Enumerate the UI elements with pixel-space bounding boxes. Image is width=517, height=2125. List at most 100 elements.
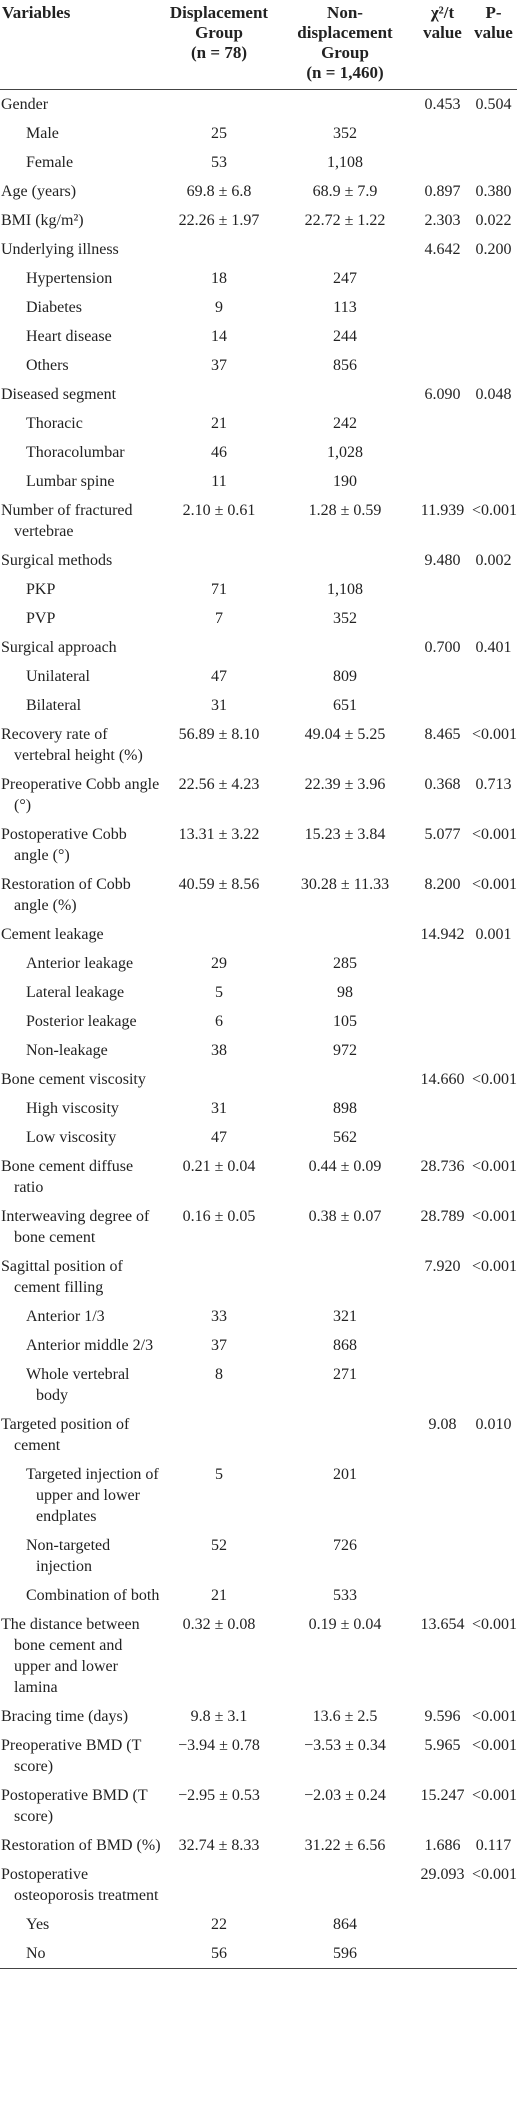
header-text: (n = 78)	[191, 43, 247, 62]
cell: −2.03 ± 0.24	[304, 1787, 386, 1804]
cell	[275, 546, 415, 575]
table-row: Thoracolumbar 46 1,028	[0, 438, 517, 467]
cell	[470, 148, 517, 177]
table-row: Preoperative Cobb angle (°) 22.56 ± 4.23 2…	[0, 770, 517, 820]
cell	[163, 1252, 275, 1302]
variable-label: Bracing time (days)	[1, 1708, 129, 1725]
cell: 533	[333, 1587, 357, 1604]
header-cell: χ²/t value	[415, 0, 470, 90]
cell: 47	[211, 668, 227, 685]
cell: 8.465	[424, 726, 461, 743]
table-row: Interweaving degree of bone cement 0.16 ±…	[0, 1202, 517, 1252]
cell: <0.001	[472, 826, 517, 843]
variable-label: Thoracolumbar	[26, 444, 125, 461]
cell: 898	[333, 1100, 357, 1117]
cell: 5.965	[424, 1737, 461, 1754]
variable-label: Anterior 1/3	[26, 1308, 105, 1325]
table-row: Restoration of Cobb angle (%) 40.59 ± 8.5…	[0, 870, 517, 920]
cell: 33	[211, 1308, 227, 1325]
cell: 14.660	[420, 1071, 465, 1088]
cell: 0.401	[475, 639, 512, 656]
table-row: Recovery rate of vertebral height (%) 56.…	[0, 720, 517, 770]
cell: 13.31 ± 3.22	[178, 826, 260, 843]
cell: 868	[333, 1337, 357, 1354]
header-text: Variables	[2, 3, 71, 22]
variable-label: Surgical methods	[1, 552, 113, 569]
cell: 30.28 ± 11.33	[300, 876, 390, 893]
cell	[415, 409, 470, 438]
cell: 352	[333, 610, 357, 627]
cell	[163, 920, 275, 949]
cell	[415, 1531, 470, 1581]
table-row: Underlying illness 4.642 0.200	[0, 235, 517, 264]
cell: 1.686	[424, 1837, 461, 1854]
cell: 0.19 ± 0.04	[308, 1616, 382, 1633]
table-row: Surgical approach 0.700 0.401	[0, 633, 517, 662]
cell: <0.001	[472, 1616, 517, 1633]
cell	[470, 662, 517, 691]
cell	[470, 467, 517, 496]
cell	[470, 438, 517, 467]
cell	[415, 1581, 470, 1610]
cell: 271	[333, 1366, 357, 1383]
cell: 0.001	[475, 926, 512, 943]
table-row: Others 37 856	[0, 351, 517, 380]
table-row: Targeted position of cement 9.08 0.010	[0, 1410, 517, 1460]
cell: <0.001	[472, 1787, 517, 1804]
cell	[470, 1460, 517, 1531]
cell: 0.022	[475, 212, 512, 229]
cell	[415, 438, 470, 467]
cell: 68.9 ± 7.9	[312, 183, 378, 200]
cell: <0.001	[472, 1866, 517, 1883]
table-row: Sagittal position of cement filling 7.920…	[0, 1252, 517, 1302]
cell	[470, 978, 517, 1007]
table-row: High viscosity 31 898	[0, 1094, 517, 1123]
cell: 31.22 ± 6.56	[304, 1837, 386, 1854]
cell	[415, 1939, 470, 1969]
cell: 9.08	[428, 1416, 457, 1433]
cell: 7	[215, 610, 223, 627]
table-row: Surgical methods 9.480 0.002	[0, 546, 517, 575]
cell: −2.95 ± 0.53	[178, 1787, 260, 1804]
cell	[163, 1065, 275, 1094]
variable-label: Male	[26, 125, 59, 142]
cell	[415, 351, 470, 380]
cell: 0.117	[475, 1837, 512, 1854]
table-row: Non-targeted injection 52 726	[0, 1531, 517, 1581]
table-row: Unilateral 47 809	[0, 662, 517, 691]
table-row: Male 25 352	[0, 119, 517, 148]
table-row: Anterior leakage 29 285	[0, 949, 517, 978]
cell: 28.736	[420, 1158, 465, 1175]
variable-label: Diseased segment	[1, 386, 117, 403]
cell: 562	[333, 1129, 357, 1146]
cell: 0.200	[475, 241, 512, 258]
cell: <0.001	[472, 1258, 517, 1275]
cell: 651	[333, 697, 357, 714]
header-text: P-value	[474, 3, 513, 42]
cell: 31	[211, 1100, 227, 1117]
cell: 22.72 ± 1.22	[304, 212, 386, 229]
table-row: Age (years) 69.8 ± 6.8 68.9 ± 7.9 0.897 0.38…	[0, 177, 517, 206]
variable-label: Preoperative Cobb angle (°)	[1, 776, 160, 814]
cell: 37	[211, 357, 227, 374]
cell	[415, 949, 470, 978]
variable-label: Anterior leakage	[26, 955, 134, 972]
table-row: Targeted injection of upper and lower en…	[0, 1460, 517, 1531]
variable-label: Targeted injection of upper and lower en…	[26, 1466, 159, 1525]
cell: 201	[333, 1466, 357, 1483]
cell	[275, 1860, 415, 1910]
cell: 29	[211, 955, 227, 972]
table-row: Bone cement viscosity 14.660 <0.001	[0, 1065, 517, 1094]
table-row: Bracing time (days) 9.8 ± 3.1 13.6 ± 2.5 9.…	[0, 1702, 517, 1731]
cell	[415, 148, 470, 177]
cell	[415, 1910, 470, 1939]
variable-label: Low viscosity	[26, 1129, 117, 1146]
cell	[415, 1331, 470, 1360]
cell	[415, 322, 470, 351]
cell: 0.38 ± 0.07	[308, 1208, 382, 1225]
table-row: Whole vertebral body 8 271	[0, 1360, 517, 1410]
table-row: PVP 7 352	[0, 604, 517, 633]
variable-label: The distance between bone cement and upp…	[1, 1616, 140, 1696]
cell	[470, 1007, 517, 1036]
